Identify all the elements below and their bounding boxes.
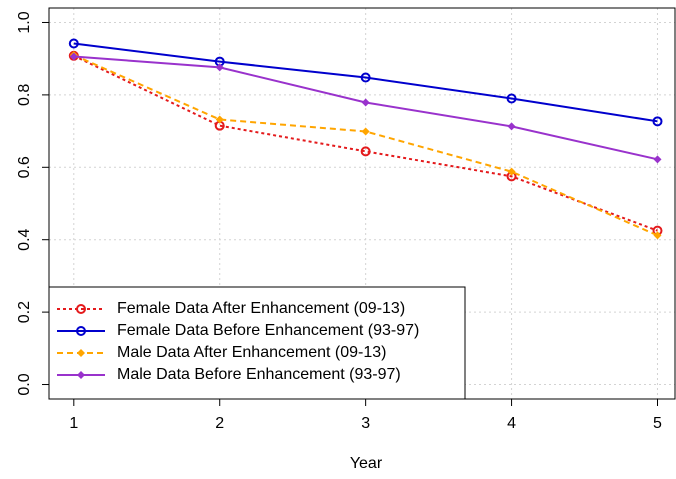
legend-label: Female Data Before Enhancement (93-97) xyxy=(117,322,419,339)
legend-label: Female Data After Enhancement (09-13) xyxy=(117,300,405,317)
legend-marker xyxy=(76,304,86,314)
legend-point xyxy=(76,304,86,314)
x-tick-label: 1 xyxy=(69,415,78,432)
y-tick-label: 0.8 xyxy=(16,84,33,106)
x-axis-label: Year xyxy=(350,455,383,472)
point xyxy=(361,127,370,136)
x-tick-label: 4 xyxy=(507,415,516,432)
legend-label: Male Data After Enhancement (09-13) xyxy=(117,344,386,361)
legend-box xyxy=(48,286,466,400)
legend-point xyxy=(77,349,85,357)
legend-point xyxy=(76,326,86,336)
point xyxy=(653,155,662,164)
point xyxy=(215,63,224,72)
series-line xyxy=(73,42,658,123)
legend-point xyxy=(77,371,85,379)
point xyxy=(360,146,371,157)
legend-label: Male Data Before Enhancement (93-97) xyxy=(117,366,401,383)
legend-marker xyxy=(77,349,85,357)
point xyxy=(68,38,79,49)
x-tick-label: 5 xyxy=(653,415,662,432)
legend-marker xyxy=(76,326,86,336)
point xyxy=(360,72,371,83)
point xyxy=(215,115,224,124)
y-tick-label: 1.0 xyxy=(16,11,33,33)
y-tick-label: 0.0 xyxy=(16,373,33,395)
point xyxy=(506,93,517,104)
point xyxy=(507,167,516,176)
point xyxy=(69,52,78,61)
point xyxy=(361,98,370,107)
point xyxy=(652,116,663,127)
x-tick-label: 3 xyxy=(361,415,370,432)
y-tick-label: 0.2 xyxy=(16,301,33,323)
point xyxy=(507,122,516,131)
y-tick-label: 0.6 xyxy=(16,156,33,178)
x-tick-label: 2 xyxy=(215,415,224,432)
point xyxy=(653,231,662,240)
y-tick-label: 0.4 xyxy=(16,228,33,250)
legend-marker xyxy=(77,371,85,379)
